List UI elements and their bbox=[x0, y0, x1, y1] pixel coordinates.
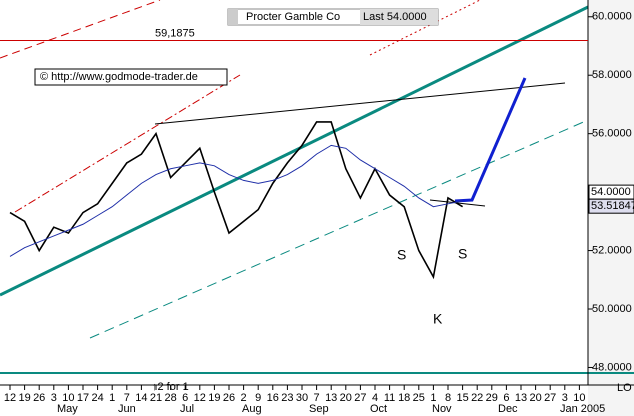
x-tick-label: 25 bbox=[413, 392, 425, 404]
x-tick-label: 11 bbox=[384, 392, 395, 404]
x-tick-label: 19 bbox=[208, 392, 220, 404]
x-tick-label: 1 bbox=[430, 392, 436, 404]
month-label: Dec bbox=[498, 403, 518, 415]
x-tick-label: 15 bbox=[456, 392, 468, 404]
trend-line bbox=[0, 5, 589, 297]
annotation: S bbox=[458, 246, 467, 262]
x-tick-label: 4 bbox=[372, 392, 378, 404]
x-tick-label: 13 bbox=[515, 392, 527, 404]
x-tick-label: 20 bbox=[340, 392, 352, 404]
chart-title: Procter Gamble Co bbox=[246, 11, 340, 23]
channel-line bbox=[0, 0, 161, 59]
x-tick-label: 9 bbox=[255, 392, 261, 404]
x-tick-label: 27 bbox=[544, 392, 556, 404]
month-label: Jun bbox=[118, 403, 136, 415]
x-tick-label: 6 bbox=[503, 392, 509, 404]
last-marker bbox=[588, 198, 634, 214]
y-tick-label: 58.0000 bbox=[592, 69, 632, 81]
x-tick-label: 21 bbox=[150, 392, 162, 404]
x-tick-label: 23 bbox=[281, 392, 293, 404]
annotation: K bbox=[433, 311, 443, 327]
x-tick-label: 10 bbox=[62, 392, 74, 404]
month-label: May bbox=[57, 403, 78, 415]
x-tick-label: 7 bbox=[314, 392, 320, 404]
resistance-label: 59,1875 bbox=[155, 27, 195, 39]
x-tick-label: 13 bbox=[325, 392, 337, 404]
annotation: S bbox=[397, 247, 406, 263]
month-label: Jul bbox=[180, 403, 194, 415]
copyright-box bbox=[34, 68, 228, 86]
x-tick-label: 1 bbox=[109, 392, 115, 404]
month-label: Jan 2005 bbox=[560, 403, 605, 415]
price-line bbox=[9, 121, 464, 280]
x-tick-label: 3 bbox=[562, 392, 568, 404]
x-tick-label: 14 bbox=[135, 392, 147, 404]
x-tick-label: 12 bbox=[194, 392, 206, 404]
month-label: Aug bbox=[242, 403, 262, 415]
trend-line bbox=[154, 82, 566, 125]
last-marker-label: 54.0000 bbox=[591, 186, 631, 198]
x-tick-label: 28 bbox=[164, 392, 176, 404]
y-tick-label: 52.0000 bbox=[592, 244, 632, 256]
copyright: © http://www.godmode-trader.de bbox=[40, 71, 198, 83]
projection bbox=[454, 77, 527, 203]
y-tick-label: 50.0000 bbox=[592, 303, 632, 315]
last-marker-label: 53.51847 bbox=[591, 200, 634, 212]
x-tick-label: 2 bbox=[241, 392, 247, 404]
month-label: Sep bbox=[309, 403, 329, 415]
y-tick-label: 56.0000 bbox=[592, 128, 632, 140]
x-tick-label: 16 bbox=[267, 392, 279, 404]
x-tick-label: 19 bbox=[18, 392, 30, 404]
x-tick-label: 8 bbox=[445, 392, 451, 404]
x-tick-label: 29 bbox=[486, 392, 498, 404]
x-tick-label: 20 bbox=[529, 392, 541, 404]
channel-line bbox=[14, 74, 241, 213]
x-tick-label: 30 bbox=[296, 392, 308, 404]
x-tick-label: 7 bbox=[124, 392, 130, 404]
x-tick-label: 26 bbox=[223, 392, 235, 404]
y-tick-label: 60.0000 bbox=[592, 11, 632, 23]
y-tick-label: 48.0000 bbox=[592, 361, 632, 373]
x-tick-label: 22 bbox=[471, 392, 483, 404]
x-tick-label: 17 bbox=[77, 392, 89, 404]
x-tick-label: 18 bbox=[398, 392, 410, 404]
price-line bbox=[9, 144, 463, 257]
month-label: Oct bbox=[370, 403, 387, 415]
x-tick-label: 12 bbox=[4, 392, 16, 404]
channel-line bbox=[89, 119, 589, 339]
x-tick-label: 26 bbox=[33, 392, 45, 404]
title-box bbox=[360, 9, 438, 25]
month-label: Nov bbox=[432, 403, 452, 415]
x-tick-label: 27 bbox=[354, 392, 366, 404]
title-box bbox=[228, 9, 238, 25]
corner-label: LO bbox=[617, 382, 632, 394]
x-tick-label: 6 bbox=[182, 392, 188, 404]
channel-line bbox=[369, 0, 481, 56]
x-tick-label: 10 bbox=[573, 392, 585, 404]
x-tick-label: 3 bbox=[51, 392, 57, 404]
last-label: Last 54.0000 bbox=[363, 11, 427, 23]
x-tick-label: 24 bbox=[91, 392, 103, 404]
